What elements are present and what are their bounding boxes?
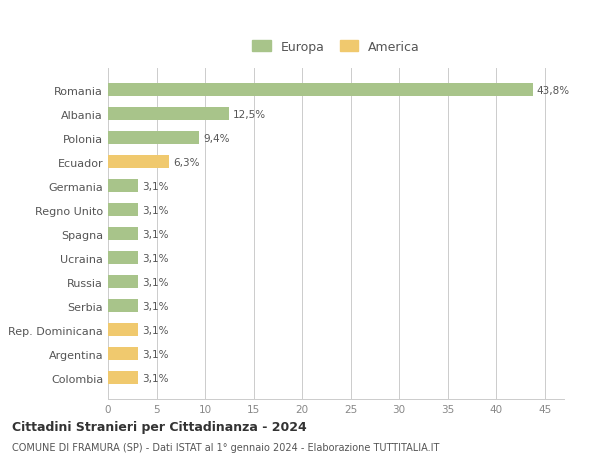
Text: 3,1%: 3,1% [142, 277, 169, 287]
Text: 6,3%: 6,3% [173, 157, 200, 167]
Bar [108, 132, 199, 145]
Legend: Europa, America: Europa, America [250, 38, 422, 56]
Bar [108, 252, 138, 264]
Bar [108, 371, 138, 384]
Text: 3,1%: 3,1% [142, 229, 169, 239]
Text: 12,5%: 12,5% [233, 109, 266, 119]
Text: COMUNE DI FRAMURA (SP) - Dati ISTAT al 1° gennaio 2024 - Elaborazione TUTTITALIA: COMUNE DI FRAMURA (SP) - Dati ISTAT al 1… [12, 442, 439, 452]
Bar [108, 323, 138, 336]
Text: 3,1%: 3,1% [142, 205, 169, 215]
Text: Cittadini Stranieri per Cittadinanza - 2024: Cittadini Stranieri per Cittadinanza - 2… [12, 420, 307, 433]
Bar [108, 299, 138, 313]
Bar [108, 204, 138, 217]
Bar [108, 108, 229, 121]
Bar [108, 156, 169, 169]
Text: 3,1%: 3,1% [142, 349, 169, 359]
Text: 3,1%: 3,1% [142, 301, 169, 311]
Text: 3,1%: 3,1% [142, 373, 169, 383]
Text: 3,1%: 3,1% [142, 181, 169, 191]
Text: 43,8%: 43,8% [537, 85, 570, 95]
Bar [108, 179, 138, 193]
Text: 9,4%: 9,4% [203, 134, 230, 143]
Bar [108, 347, 138, 360]
Bar [108, 275, 138, 289]
Text: 3,1%: 3,1% [142, 253, 169, 263]
Text: 3,1%: 3,1% [142, 325, 169, 335]
Bar [108, 228, 138, 241]
Bar [108, 84, 533, 97]
